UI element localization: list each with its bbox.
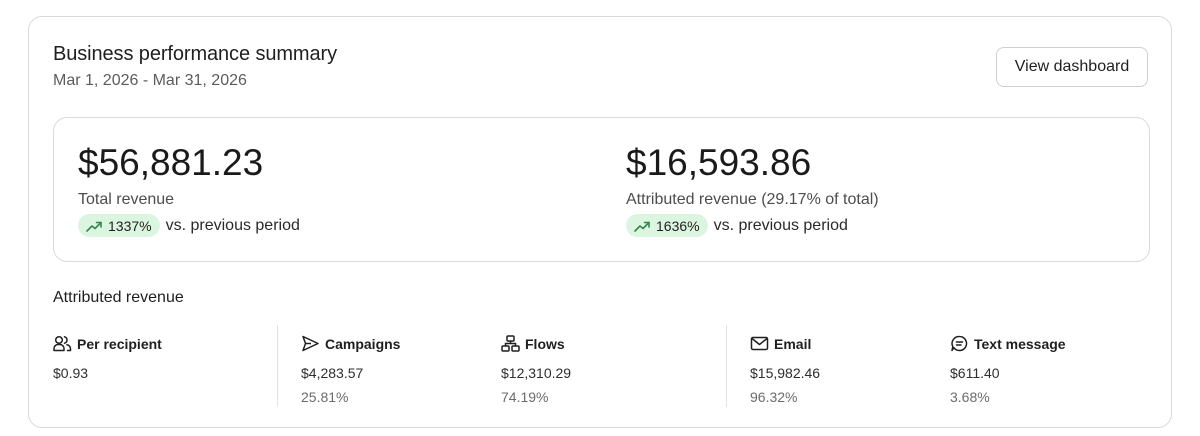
metric-percent: 96.32% bbox=[750, 389, 798, 405]
change-suffix: vs. previous period bbox=[713, 216, 848, 234]
metric-value: $611.40 bbox=[950, 365, 1000, 381]
people-icon bbox=[53, 335, 72, 352]
change-badge: 1636% bbox=[626, 214, 708, 237]
metric-label: Flows bbox=[525, 335, 565, 352]
view-dashboard-button[interactable]: View dashboard bbox=[996, 47, 1148, 87]
metric-per-recipient: Per recipient $0.93 bbox=[53, 335, 162, 382]
metric-label: Email bbox=[774, 335, 812, 352]
metric-value: $0.93 bbox=[53, 365, 89, 381]
kpi-label: Attributed revenue (29.17% of total) bbox=[626, 191, 879, 208]
metric-email: Email $15,982.46 96.32% bbox=[750, 335, 820, 406]
attributed-revenue-heading: Attributed revenue bbox=[53, 289, 184, 306]
flow-icon bbox=[501, 335, 520, 352]
metric-label: Per recipient bbox=[77, 335, 162, 352]
send-icon bbox=[301, 335, 320, 352]
metric-text-message: Text message $611.40 3.68% bbox=[950, 335, 1066, 406]
change-percent: 1636% bbox=[656, 217, 700, 234]
kpi-panel: $56,881.23 Total revenue 1337% vs. previ… bbox=[53, 117, 1150, 262]
change-badge: 1337% bbox=[78, 214, 160, 237]
trend-up-icon bbox=[634, 220, 651, 232]
kpi-change: 1337% vs. previous period bbox=[78, 214, 300, 237]
kpi-change: 1636% vs. previous period bbox=[626, 214, 848, 237]
mail-icon bbox=[750, 335, 769, 352]
trend-up-icon bbox=[86, 220, 103, 232]
metric-flows: Flows $12,310.29 74.19% bbox=[501, 335, 571, 405]
metric-percent: 25.81% bbox=[301, 389, 349, 405]
change-percent: 1337% bbox=[108, 217, 152, 234]
performance-summary-card: Business performance summary Mar 1, 2026… bbox=[28, 16, 1172, 428]
metric-percent: 74.19% bbox=[501, 389, 549, 405]
divider bbox=[277, 325, 278, 407]
metric-label: Campaigns bbox=[325, 335, 401, 352]
date-range: Mar 1, 2026 - Mar 31, 2026 bbox=[53, 72, 247, 89]
kpi-label: Total revenue bbox=[78, 191, 175, 208]
change-suffix: vs. previous period bbox=[165, 216, 300, 234]
metric-campaigns: Campaigns $4,283.57 25.81% bbox=[301, 335, 401, 406]
divider bbox=[726, 325, 727, 407]
metric-value: $4,283.57 bbox=[301, 365, 364, 381]
kpi-value: $16,593.86 bbox=[626, 142, 812, 183]
chat-icon bbox=[950, 335, 969, 352]
card-title: Business performance summary bbox=[53, 43, 337, 65]
metric-label: Text message bbox=[974, 335, 1066, 352]
metric-value: $15,982.46 bbox=[750, 365, 821, 381]
metric-value: $12,310.29 bbox=[501, 365, 572, 381]
kpi-value: $56,881.23 bbox=[78, 142, 264, 183]
metric-percent: 3.68% bbox=[950, 389, 990, 405]
